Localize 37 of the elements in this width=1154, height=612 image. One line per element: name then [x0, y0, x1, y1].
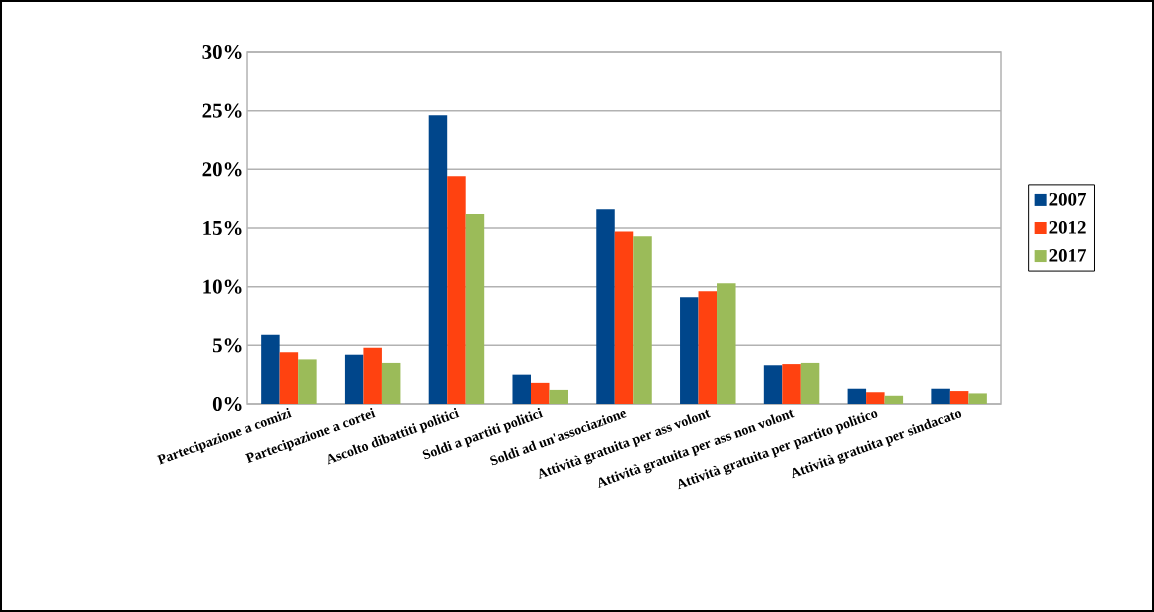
bar [447, 176, 466, 404]
bar [949, 391, 969, 404]
bar [968, 393, 987, 404]
bar [428, 115, 448, 404]
bar [261, 334, 280, 404]
bar [596, 209, 615, 404]
bar [800, 362, 820, 404]
bar [782, 364, 801, 404]
bar [512, 374, 531, 404]
y-tick-label: 0% [212, 396, 242, 412]
bar [763, 365, 783, 404]
bar [549, 389, 568, 404]
y-tick-label: 5% [212, 338, 242, 353]
legend-label: 2007 [1049, 192, 1087, 206]
bar [698, 291, 718, 404]
y-tick-label: 25% [202, 103, 242, 118]
bar [680, 297, 699, 404]
bar [465, 213, 485, 404]
y-tick-label: 30% [202, 44, 242, 60]
bar [884, 395, 904, 404]
bar [381, 362, 401, 404]
legend-label: 2017 [1049, 249, 1087, 262]
bar [530, 382, 550, 404]
y-tick-label: 20% [202, 162, 242, 177]
bar [344, 354, 364, 404]
bar [298, 359, 317, 404]
bar [866, 392, 885, 404]
y-tick-label: 15% [203, 220, 242, 236]
bar [363, 347, 382, 404]
bar [614, 231, 634, 404]
legend-label: 2012 [1049, 220, 1086, 234]
y-tick-label: 10% [203, 279, 242, 294]
bar [633, 236, 652, 404]
bar [931, 388, 950, 404]
bar [279, 352, 299, 404]
bar [847, 388, 867, 404]
bar [717, 283, 736, 404]
